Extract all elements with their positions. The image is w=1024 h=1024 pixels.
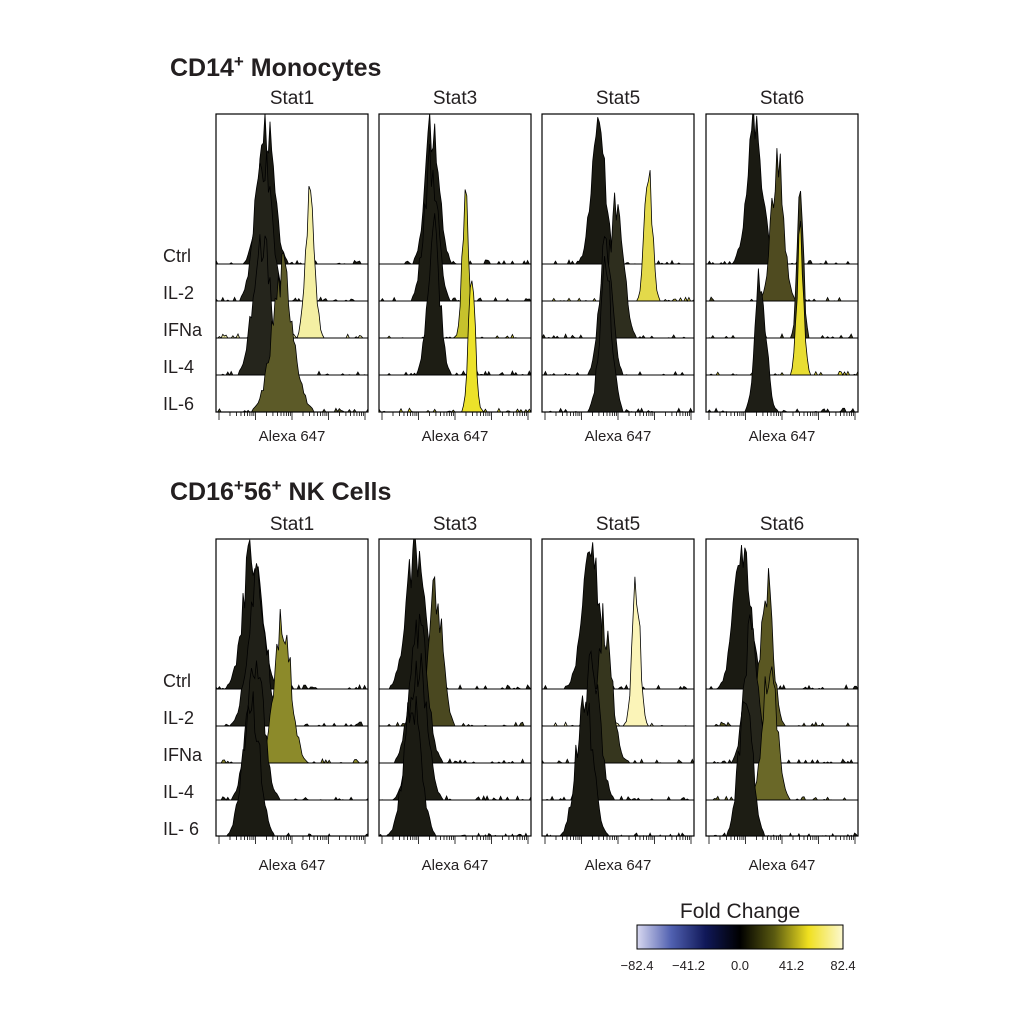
- panel-title: Stat6: [760, 88, 804, 109]
- histogram-ctrl: [379, 539, 531, 690]
- x-axis-label: Alexa 647: [749, 428, 816, 445]
- histogram-ctrl: [216, 539, 368, 690]
- histogram-ctrl: [706, 544, 858, 690]
- histogram-ctrl: [379, 114, 531, 265]
- fold-change-legend: Fold Change −82.4 −41.2 0.0 41.2 82.4: [621, 900, 856, 973]
- panel-stat5: Stat5 Alexa 647: [541, 514, 695, 874]
- legend-gradient-bar: [636, 924, 844, 950]
- histogram-il-4: [379, 213, 531, 376]
- section-title: CD14+ Monocytes: [170, 52, 381, 82]
- x-axis-ticks: [218, 836, 366, 844]
- x-axis-label: Alexa 647: [422, 428, 489, 445]
- x-axis-ticks: [544, 836, 692, 844]
- legend-title: Fold Change: [680, 900, 800, 923]
- row-label: IL-4: [163, 357, 194, 377]
- x-axis-label: Alexa 647: [585, 857, 652, 874]
- legend-tick-label: −82.4: [621, 958, 654, 973]
- histogram-il-2: [706, 148, 858, 302]
- row-label: IL-4: [163, 782, 194, 802]
- panel-title: Stat5: [596, 88, 640, 109]
- row-label: Ctrl: [163, 671, 191, 691]
- x-axis-ticks: [381, 836, 529, 844]
- section-title: CD16+56+ NK Cells: [170, 476, 391, 506]
- histogram-il-6: [379, 696, 528, 836]
- x-axis-label: Alexa 647: [749, 857, 816, 874]
- histogram-il-6: [542, 256, 694, 412]
- panel-title: Stat6: [760, 514, 804, 535]
- section-2: CD16+56+ NK Cells Ctrl IL-2 IFNa IL-4 IL- 6 St…: [163, 476, 859, 874]
- legend-tick-label: 41.2: [779, 958, 804, 973]
- x-axis-ticks: [544, 412, 692, 420]
- x-axis-ticks: [708, 836, 856, 844]
- section-1: CD14+ Monocytes Ctrl IL-2 IFNa IL-4 IL-6 Stat1…: [163, 52, 859, 445]
- panel-stat5: Stat5 Alexa 647: [541, 88, 695, 445]
- panel-title: Stat3: [433, 514, 477, 535]
- histogram-il-6: [379, 280, 531, 412]
- x-axis-label: Alexa 647: [585, 428, 652, 445]
- row-label: Ctrl: [163, 246, 191, 266]
- histogram-il-6: [216, 252, 368, 412]
- row-label: IFNa: [163, 745, 203, 765]
- panel-title: Stat1: [270, 88, 314, 109]
- x-axis-ticks: [708, 412, 856, 420]
- histogram-ctrl: [542, 542, 694, 690]
- x-axis-label: Alexa 647: [259, 857, 326, 874]
- legend-tick-label: 82.4: [830, 958, 855, 973]
- panel-stat1: Stat1 Alexa 647: [215, 514, 369, 874]
- row-label: IFNa: [163, 320, 203, 340]
- legend-tick-label: −41.2: [672, 958, 705, 973]
- panel-stat3: Stat3 Alexa 647: [378, 88, 532, 445]
- x-axis-label: Alexa 647: [422, 857, 489, 874]
- histogram-ifna: [542, 603, 694, 764]
- histogram-il-2: [542, 576, 694, 727]
- panel-stat3: Stat3 Alexa 647: [378, 514, 532, 874]
- histogram-ctrl: [216, 114, 368, 265]
- histogram-il-6: [226, 691, 368, 836]
- histogram-il-6: [713, 700, 858, 836]
- x-axis-ticks: [381, 412, 529, 420]
- row-label: IL- 6: [163, 819, 199, 839]
- histogram-il-6: [545, 695, 686, 836]
- row-label: IL-2: [163, 708, 194, 728]
- panel-title: Stat1: [270, 514, 314, 535]
- panel-stat6: Stat6 Alexa 647: [705, 514, 859, 874]
- panel-title: Stat5: [596, 514, 640, 535]
- panel-title: Stat3: [433, 88, 477, 109]
- x-axis-label: Alexa 647: [259, 428, 326, 445]
- histogram-il-2: [379, 144, 531, 302]
- row-label: IL-6: [163, 394, 194, 414]
- x-axis-ticks: [218, 412, 366, 420]
- panel-stat1: Stat1 Alexa 647: [215, 88, 369, 445]
- row-label: IL-2: [163, 283, 194, 303]
- histogram-ifna: [542, 192, 694, 339]
- histogram-il-2: [216, 150, 368, 302]
- panel-stat6: Stat6 Alexa 647: [705, 88, 859, 445]
- legend-tick-label: 0.0: [731, 958, 749, 973]
